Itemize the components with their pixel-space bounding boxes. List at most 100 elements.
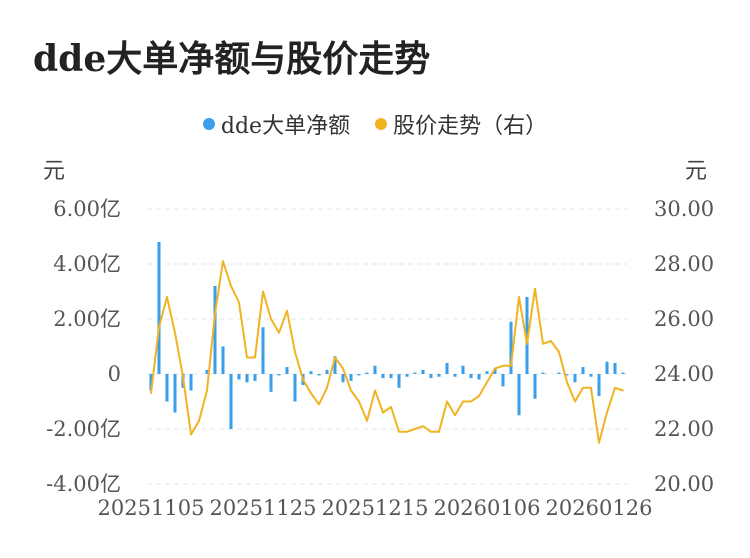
bar <box>605 361 609 374</box>
bar <box>421 369 425 374</box>
bar <box>437 374 441 377</box>
x-axis-ticks: 20251105 20251125 20251215 20260106 20260126 <box>98 496 653 520</box>
price-point <box>430 430 432 433</box>
price-point <box>366 419 368 422</box>
bar <box>205 369 209 374</box>
right-axis-unit: 元 <box>685 159 707 184</box>
price-point <box>622 389 624 392</box>
bar <box>621 372 625 374</box>
price-point <box>358 400 360 403</box>
bar <box>373 365 377 374</box>
price-point <box>222 260 224 263</box>
price-point <box>462 400 464 403</box>
bar <box>229 374 233 429</box>
price-point <box>182 375 184 378</box>
bar <box>341 374 345 383</box>
bar <box>221 346 225 374</box>
bar <box>429 374 433 379</box>
price-point <box>246 356 248 359</box>
x-tick-label: 20251125 <box>210 496 317 520</box>
bar-series <box>149 242 625 429</box>
left-tick-label: -4.00亿 <box>46 472 121 496</box>
bar <box>333 356 337 374</box>
price-point <box>494 367 496 370</box>
left-axis-unit: 元 <box>43 159 65 184</box>
price-point <box>606 411 608 414</box>
right-tick-label: 30.00 <box>654 197 714 221</box>
price-point <box>406 430 408 433</box>
legend-item-price[interactable]: 股价走势（右） <box>375 108 547 140</box>
price-point <box>446 400 448 403</box>
chart-title: dde大单净额与股价走势 <box>33 38 431 80</box>
price-line <box>150 260 624 444</box>
price-point <box>318 403 320 406</box>
x-tick-label: 20260126 <box>546 496 653 520</box>
price-point <box>326 386 328 389</box>
bar <box>573 374 577 383</box>
price-point <box>294 351 296 353</box>
legend-dot-dde <box>202 118 215 130</box>
price-point <box>590 386 592 389</box>
bar <box>477 374 481 380</box>
price-point <box>534 287 536 290</box>
bar <box>589 374 593 377</box>
price-point <box>414 428 416 430</box>
left-tick-label: 0 <box>108 362 121 386</box>
bar <box>541 372 545 374</box>
bar <box>517 374 521 416</box>
price-point <box>206 389 208 392</box>
price-point <box>174 331 176 334</box>
price-point <box>382 411 384 414</box>
bar <box>165 374 169 402</box>
right-tick-label: 22.00 <box>654 417 714 441</box>
bar <box>285 367 289 374</box>
bar <box>509 321 513 374</box>
price-point <box>270 318 272 320</box>
price-point <box>558 351 560 353</box>
price-point <box>302 378 304 381</box>
price-point <box>470 400 472 403</box>
bar <box>277 374 281 376</box>
price-point <box>438 430 440 433</box>
bar <box>149 374 153 391</box>
price-point <box>566 381 568 384</box>
bar <box>413 372 417 374</box>
price-point <box>374 389 376 392</box>
x-tick-label: 20251105 <box>98 496 205 520</box>
bar <box>237 374 241 380</box>
right-tick-label: 28.00 <box>654 252 714 276</box>
bar <box>469 374 473 379</box>
bar <box>581 367 585 374</box>
legend: dde大单净额 股价走势（右） <box>0 108 750 140</box>
right-axis-ticks: 20.00 22.00 24.00 26.00 28.00 30.00 <box>654 197 714 496</box>
bar <box>253 374 257 381</box>
price-point <box>526 342 528 345</box>
bar <box>357 374 361 376</box>
bar <box>309 371 313 374</box>
bar <box>157 242 161 374</box>
price-point <box>550 340 552 342</box>
price-point <box>158 326 160 329</box>
price-point <box>574 400 576 403</box>
price-point <box>502 364 504 367</box>
price-point <box>278 331 280 334</box>
x-tick-label: 20251215 <box>322 496 429 520</box>
price-point <box>510 364 512 367</box>
legend-item-dde[interactable]: dde大单净额 <box>202 108 351 140</box>
bar <box>389 374 393 379</box>
price-point <box>422 425 424 428</box>
bar <box>525 297 529 374</box>
legend-label-dde: dde大单净额 <box>220 114 351 139</box>
bar <box>597 374 601 396</box>
bar <box>557 372 561 374</box>
bar <box>493 368 497 374</box>
price-point <box>478 395 480 397</box>
price-point <box>390 406 392 408</box>
price-point <box>198 419 200 422</box>
bar <box>293 374 297 402</box>
bar <box>261 327 265 374</box>
price-point <box>254 356 256 359</box>
bar <box>325 369 329 374</box>
price-point <box>262 290 264 293</box>
